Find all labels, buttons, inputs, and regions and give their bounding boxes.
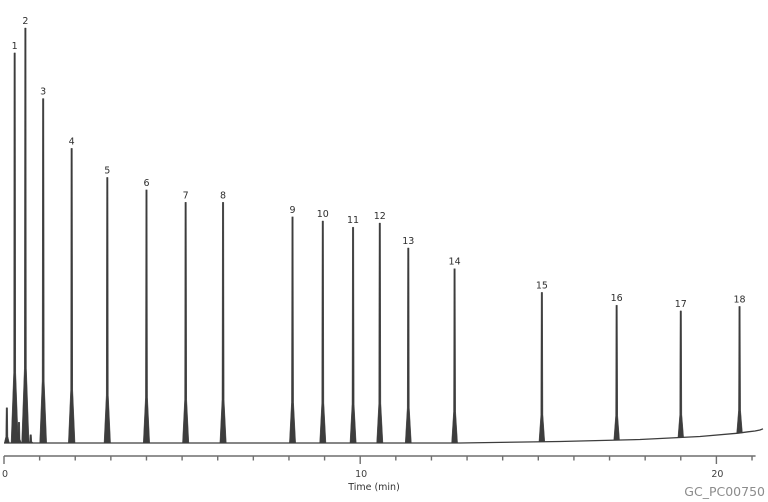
peak-label-11: 11 (347, 215, 359, 226)
peak-9 (289, 216, 296, 444)
peak-13 (404, 247, 412, 444)
peak-label-3: 3 (40, 87, 46, 98)
peak-label-10: 10 (317, 209, 329, 220)
peak-17 (677, 310, 684, 438)
peak-label-6: 6 (143, 178, 149, 189)
peak-label-14: 14 (449, 257, 461, 268)
peak-11 (349, 227, 357, 444)
x-axis-title: Time (min) (347, 482, 400, 493)
watermark-label: GC_PC00750 (684, 484, 765, 499)
peak-label-7: 7 (183, 190, 189, 201)
peak-label-1: 1 (12, 41, 18, 52)
peak-label-16: 16 (611, 293, 623, 304)
x-axis-tick-label: 10 (355, 469, 367, 480)
peak-label-13: 13 (402, 236, 414, 247)
peak-1 (10, 52, 19, 444)
peak-14 (451, 268, 458, 444)
minor-peak (27, 434, 34, 444)
peak-label-18: 18 (734, 294, 746, 305)
peak-4 (68, 148, 76, 444)
peak-6 (143, 189, 150, 444)
peak-label-5: 5 (104, 165, 110, 176)
x-axis: 0 10 20 (2, 455, 756, 480)
peak-label-4: 4 (69, 136, 75, 147)
peak-15 (538, 292, 546, 442)
peak-10 (319, 220, 327, 444)
peak-label-17: 17 (675, 299, 687, 310)
peak-8 (219, 202, 227, 444)
baseline-trace (4, 428, 764, 444)
peak-7 (182, 202, 190, 444)
peak-label-15: 15 (536, 280, 548, 291)
trace-layer (3, 27, 764, 444)
peak-16 (613, 305, 620, 441)
peak-label-9: 9 (289, 205, 295, 216)
x-axis-tick-label: 20 (711, 469, 723, 480)
peak-3 (39, 98, 47, 444)
peak-label-12: 12 (374, 211, 386, 222)
peak-12 (376, 222, 384, 444)
peak-label-8: 8 (220, 190, 226, 201)
peak-18 (736, 306, 743, 434)
minor-peak (3, 407, 10, 444)
peak-2 (21, 27, 30, 444)
peak-label-2: 2 (22, 16, 28, 27)
peak-5 (103, 177, 111, 444)
x-axis-tick-label: 0 (2, 469, 8, 480)
